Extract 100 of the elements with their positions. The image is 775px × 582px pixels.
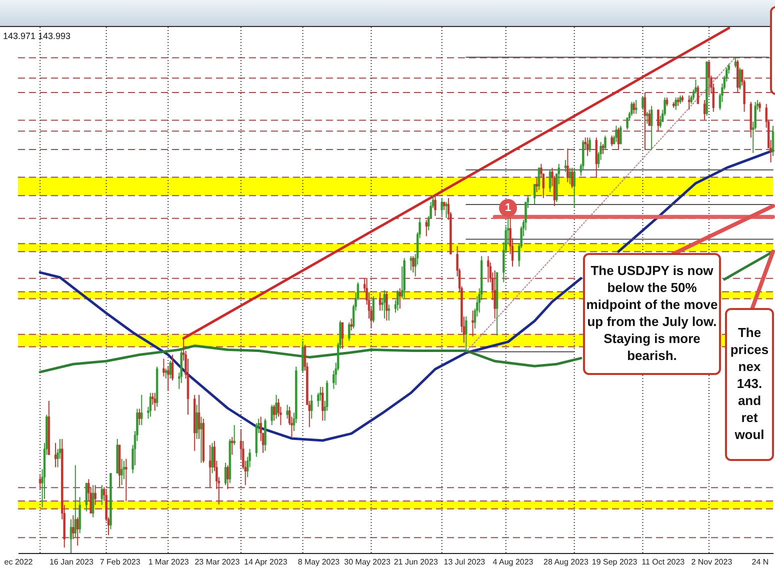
candlestick	[642, 96, 644, 110]
candlestick	[487, 256, 490, 283]
candlestick	[140, 394, 143, 426]
candlestick	[226, 464, 229, 490]
annotation: The USDJPY is now below the 50% midpoint of the move up from the July low. Staying is more bearish.	[586, 263, 718, 365]
x-tick-label: 14 Apr 2023	[244, 558, 288, 566]
candlestick	[615, 125, 618, 143]
candlestick	[588, 137, 591, 152]
candlestick	[595, 137, 598, 178]
candlestick	[536, 177, 538, 193]
candlestick	[696, 85, 700, 104]
candlestick	[386, 292, 388, 322]
candlestick	[162, 358, 165, 378]
candlestick	[208, 444, 212, 488]
candlestick	[674, 96, 677, 110]
candlestick	[650, 105, 653, 150]
candlestick	[372, 296, 375, 323]
candlestick	[573, 167, 576, 208]
candlestick	[286, 404, 288, 420]
x-tick-label: 19 Sep 2023	[592, 558, 638, 566]
x-tick-label: 11 Oct 2023	[642, 558, 686, 566]
candlestick	[688, 94, 690, 110]
candlestick	[571, 167, 574, 189]
candlestick	[738, 67, 741, 90]
candlestick	[74, 464, 76, 538]
candlestick	[94, 484, 96, 506]
candlestick	[708, 61, 710, 96]
candlestick	[200, 416, 202, 464]
candlestick	[72, 514, 74, 540]
candlestick	[275, 394, 278, 420]
candlestick	[169, 360, 172, 380]
candlestick	[125, 458, 128, 502]
candlestick	[440, 198, 443, 216]
candlestick	[38, 474, 42, 490]
candlestick	[472, 310, 474, 337]
candlestick	[211, 442, 214, 474]
candlestick	[630, 101, 633, 116]
candlestick	[398, 288, 402, 310]
candlestick	[233, 424, 236, 446]
candlestick	[272, 404, 276, 422]
x-tick-label: 1 Mar 2023	[148, 558, 190, 566]
candlestick	[410, 256, 412, 271]
candlestick	[602, 144, 604, 154]
candlestick	[657, 109, 660, 132]
candlestick	[445, 202, 448, 218]
x-tick-label: 24 N	[752, 558, 769, 566]
candlestick	[396, 290, 399, 312]
candlestick	[646, 111, 648, 124]
candlestick	[350, 318, 352, 331]
x-tick-label: 21 Jun 2023	[394, 558, 438, 566]
candlestick	[198, 394, 200, 440]
candlestick	[383, 290, 386, 320]
candlestick	[322, 386, 324, 422]
x-tick-label: 13 Jul 2023	[444, 558, 486, 566]
candlestick	[758, 101, 761, 112]
candlestick	[425, 219, 428, 237]
candlestick	[302, 340, 304, 374]
candlestick	[85, 482, 88, 512]
candlestick	[632, 101, 636, 114]
candlestick	[167, 366, 170, 392]
candlestick	[659, 115, 662, 128]
x-tick-label: 4 Aug 2023	[492, 558, 534, 566]
candlestick	[434, 194, 436, 216]
callout-box: The USDJPY is now below the 50% midpoint of the move up from the July low. Staying is more bearish.	[583, 253, 721, 375]
candlestick	[548, 169, 552, 193]
candlestick	[348, 322, 350, 342]
callout-box: The prices nex 143. and ret woul	[725, 308, 774, 461]
x-tick-label: 30 May 2023	[344, 558, 391, 566]
candlestick	[703, 99, 706, 120]
x-tick-label: 2 Nov 2023	[691, 558, 733, 566]
candlestick	[260, 416, 262, 442]
candlestick	[231, 436, 234, 456]
candlestick	[388, 304, 390, 322]
candlestick	[196, 404, 198, 440]
candlestick	[604, 135, 606, 150]
candlestick	[120, 458, 123, 486]
annotation: 1	[505, 202, 512, 214]
x-tick-label: 7 Feb 2023	[100, 558, 141, 566]
candlestick	[635, 99, 638, 114]
candlestick	[149, 392, 152, 418]
candlestick	[772, 125, 774, 156]
x-tick-label: 23 Mar 2023	[194, 558, 240, 566]
candlestick	[644, 92, 646, 150]
candlestick	[617, 127, 620, 150]
x-tick-label: 28 Aug 2023	[544, 558, 589, 566]
candlestick	[586, 137, 589, 156]
candlestick	[378, 292, 382, 312]
candlestick	[566, 148, 569, 183]
candlestick	[568, 167, 571, 185]
x-tick-label: 8 May 2023	[298, 558, 340, 566]
candlestick	[564, 159, 567, 172]
candlestick	[533, 184, 536, 205]
candlestick	[341, 322, 344, 350]
candlestick	[76, 516, 79, 546]
candlestick	[648, 109, 650, 126]
candlestick	[310, 394, 313, 420]
candlestick	[620, 125, 622, 145]
candlestick	[538, 167, 540, 191]
x-tick-label: 16 Jan 2023	[49, 558, 94, 566]
candlestick	[494, 270, 496, 320]
